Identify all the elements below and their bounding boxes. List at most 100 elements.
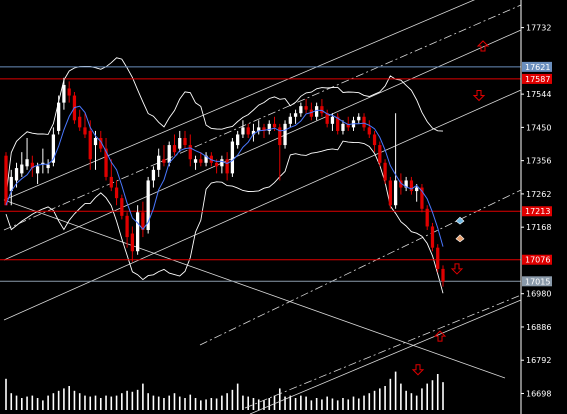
candle-body — [404, 180, 408, 188]
candle-body — [367, 127, 371, 135]
trend-line — [3, 199, 506, 379]
price-tag-label: 17015 — [525, 277, 550, 286]
candle — [378, 141, 382, 167]
candle — [346, 116, 350, 131]
candle — [35, 162, 40, 184]
candle — [404, 176, 408, 192]
candle-body — [199, 159, 203, 163]
candle-body — [241, 127, 245, 135]
candle — [315, 102, 319, 121]
candle-body — [120, 198, 124, 216]
candle — [320, 99, 324, 117]
candle-body — [57, 102, 61, 131]
candle — [225, 152, 229, 181]
candle — [409, 176, 414, 195]
trend-line-dashed — [244, 294, 522, 409]
candle — [135, 205, 140, 255]
candle-body — [336, 116, 340, 131]
candle-body — [409, 180, 414, 192]
candle — [183, 130, 187, 149]
candle-body — [283, 123, 287, 146]
candle-body — [383, 162, 387, 181]
arrow-down-icon — [411, 364, 425, 376]
price-tag-label: 17076 — [525, 256, 550, 265]
candle-body — [346, 123, 350, 128]
candle — [441, 265, 445, 287]
candle-body — [320, 106, 324, 114]
candle-body — [257, 127, 261, 131]
candle — [388, 176, 392, 209]
candle — [367, 120, 371, 138]
volume-layer — [5, 371, 444, 410]
price-tag-box — [522, 206, 552, 217]
trend-line — [3, 29, 522, 261]
candle-body — [251, 130, 256, 135]
candle — [78, 109, 82, 131]
candle-body — [341, 123, 345, 131]
candle — [93, 130, 98, 170]
candle — [415, 184, 419, 202]
candle-body — [183, 138, 187, 146]
candle-body — [114, 187, 119, 199]
candle — [299, 102, 303, 117]
candle-body — [151, 169, 156, 181]
candle — [20, 152, 24, 177]
candle-body — [93, 138, 98, 146]
y-tick-label: 16980 — [526, 290, 551, 299]
price-tag-label: 17587 — [525, 75, 550, 84]
bollinger-bands-layer — [5, 57, 444, 294]
candle-body — [130, 233, 134, 252]
candle — [309, 102, 314, 121]
candle — [125, 212, 129, 248]
candlestick-layer — [4, 77, 445, 287]
y-tick-label: 17544 — [526, 90, 551, 99]
candle-body — [67, 88, 71, 96]
candle-body — [288, 116, 292, 124]
candle — [357, 113, 361, 124]
candle-body — [104, 148, 108, 177]
price-tag-box — [522, 254, 552, 265]
trend-line — [3, 0, 476, 201]
price-tag-box — [522, 61, 552, 72]
candle-body — [430, 226, 435, 248]
candle — [193, 155, 198, 170]
candle-body — [325, 113, 329, 124]
price-tags: 17621 17587 17213 17076 17015 — [522, 61, 552, 287]
trend-line-dashed — [199, 189, 522, 346]
candle — [114, 180, 119, 206]
candle — [9, 169, 13, 206]
candle — [120, 194, 124, 220]
candle — [67, 81, 71, 103]
price-tag-box — [522, 73, 552, 84]
candle-body — [441, 268, 445, 282]
candle-body — [167, 145, 171, 163]
candle — [241, 120, 245, 138]
candle-body — [262, 127, 266, 131]
candle — [157, 148, 161, 177]
price-tag-label: 17213 — [525, 207, 550, 216]
candle — [130, 226, 134, 262]
candle-body — [157, 155, 161, 170]
candle-body — [51, 134, 56, 163]
candle — [336, 113, 340, 135]
candle — [204, 152, 208, 167]
arrow-up-icon — [476, 40, 490, 52]
candle-body — [30, 162, 34, 169]
candle — [178, 130, 182, 153]
candle-body — [267, 123, 271, 131]
candle — [430, 222, 435, 252]
candle-body — [46, 164, 50, 169]
candle — [141, 201, 145, 238]
candle — [230, 138, 235, 177]
y-tick-label: 16886 — [526, 323, 551, 332]
candle — [172, 134, 177, 156]
candle — [325, 109, 329, 128]
candle — [425, 205, 429, 230]
candle — [209, 152, 213, 167]
candle-body — [141, 212, 145, 230]
y-tick-label: 16698 — [526, 389, 551, 398]
trend-line — [249, 299, 522, 414]
price-tag-label: 17621 — [525, 63, 550, 72]
candle-body — [99, 138, 103, 149]
